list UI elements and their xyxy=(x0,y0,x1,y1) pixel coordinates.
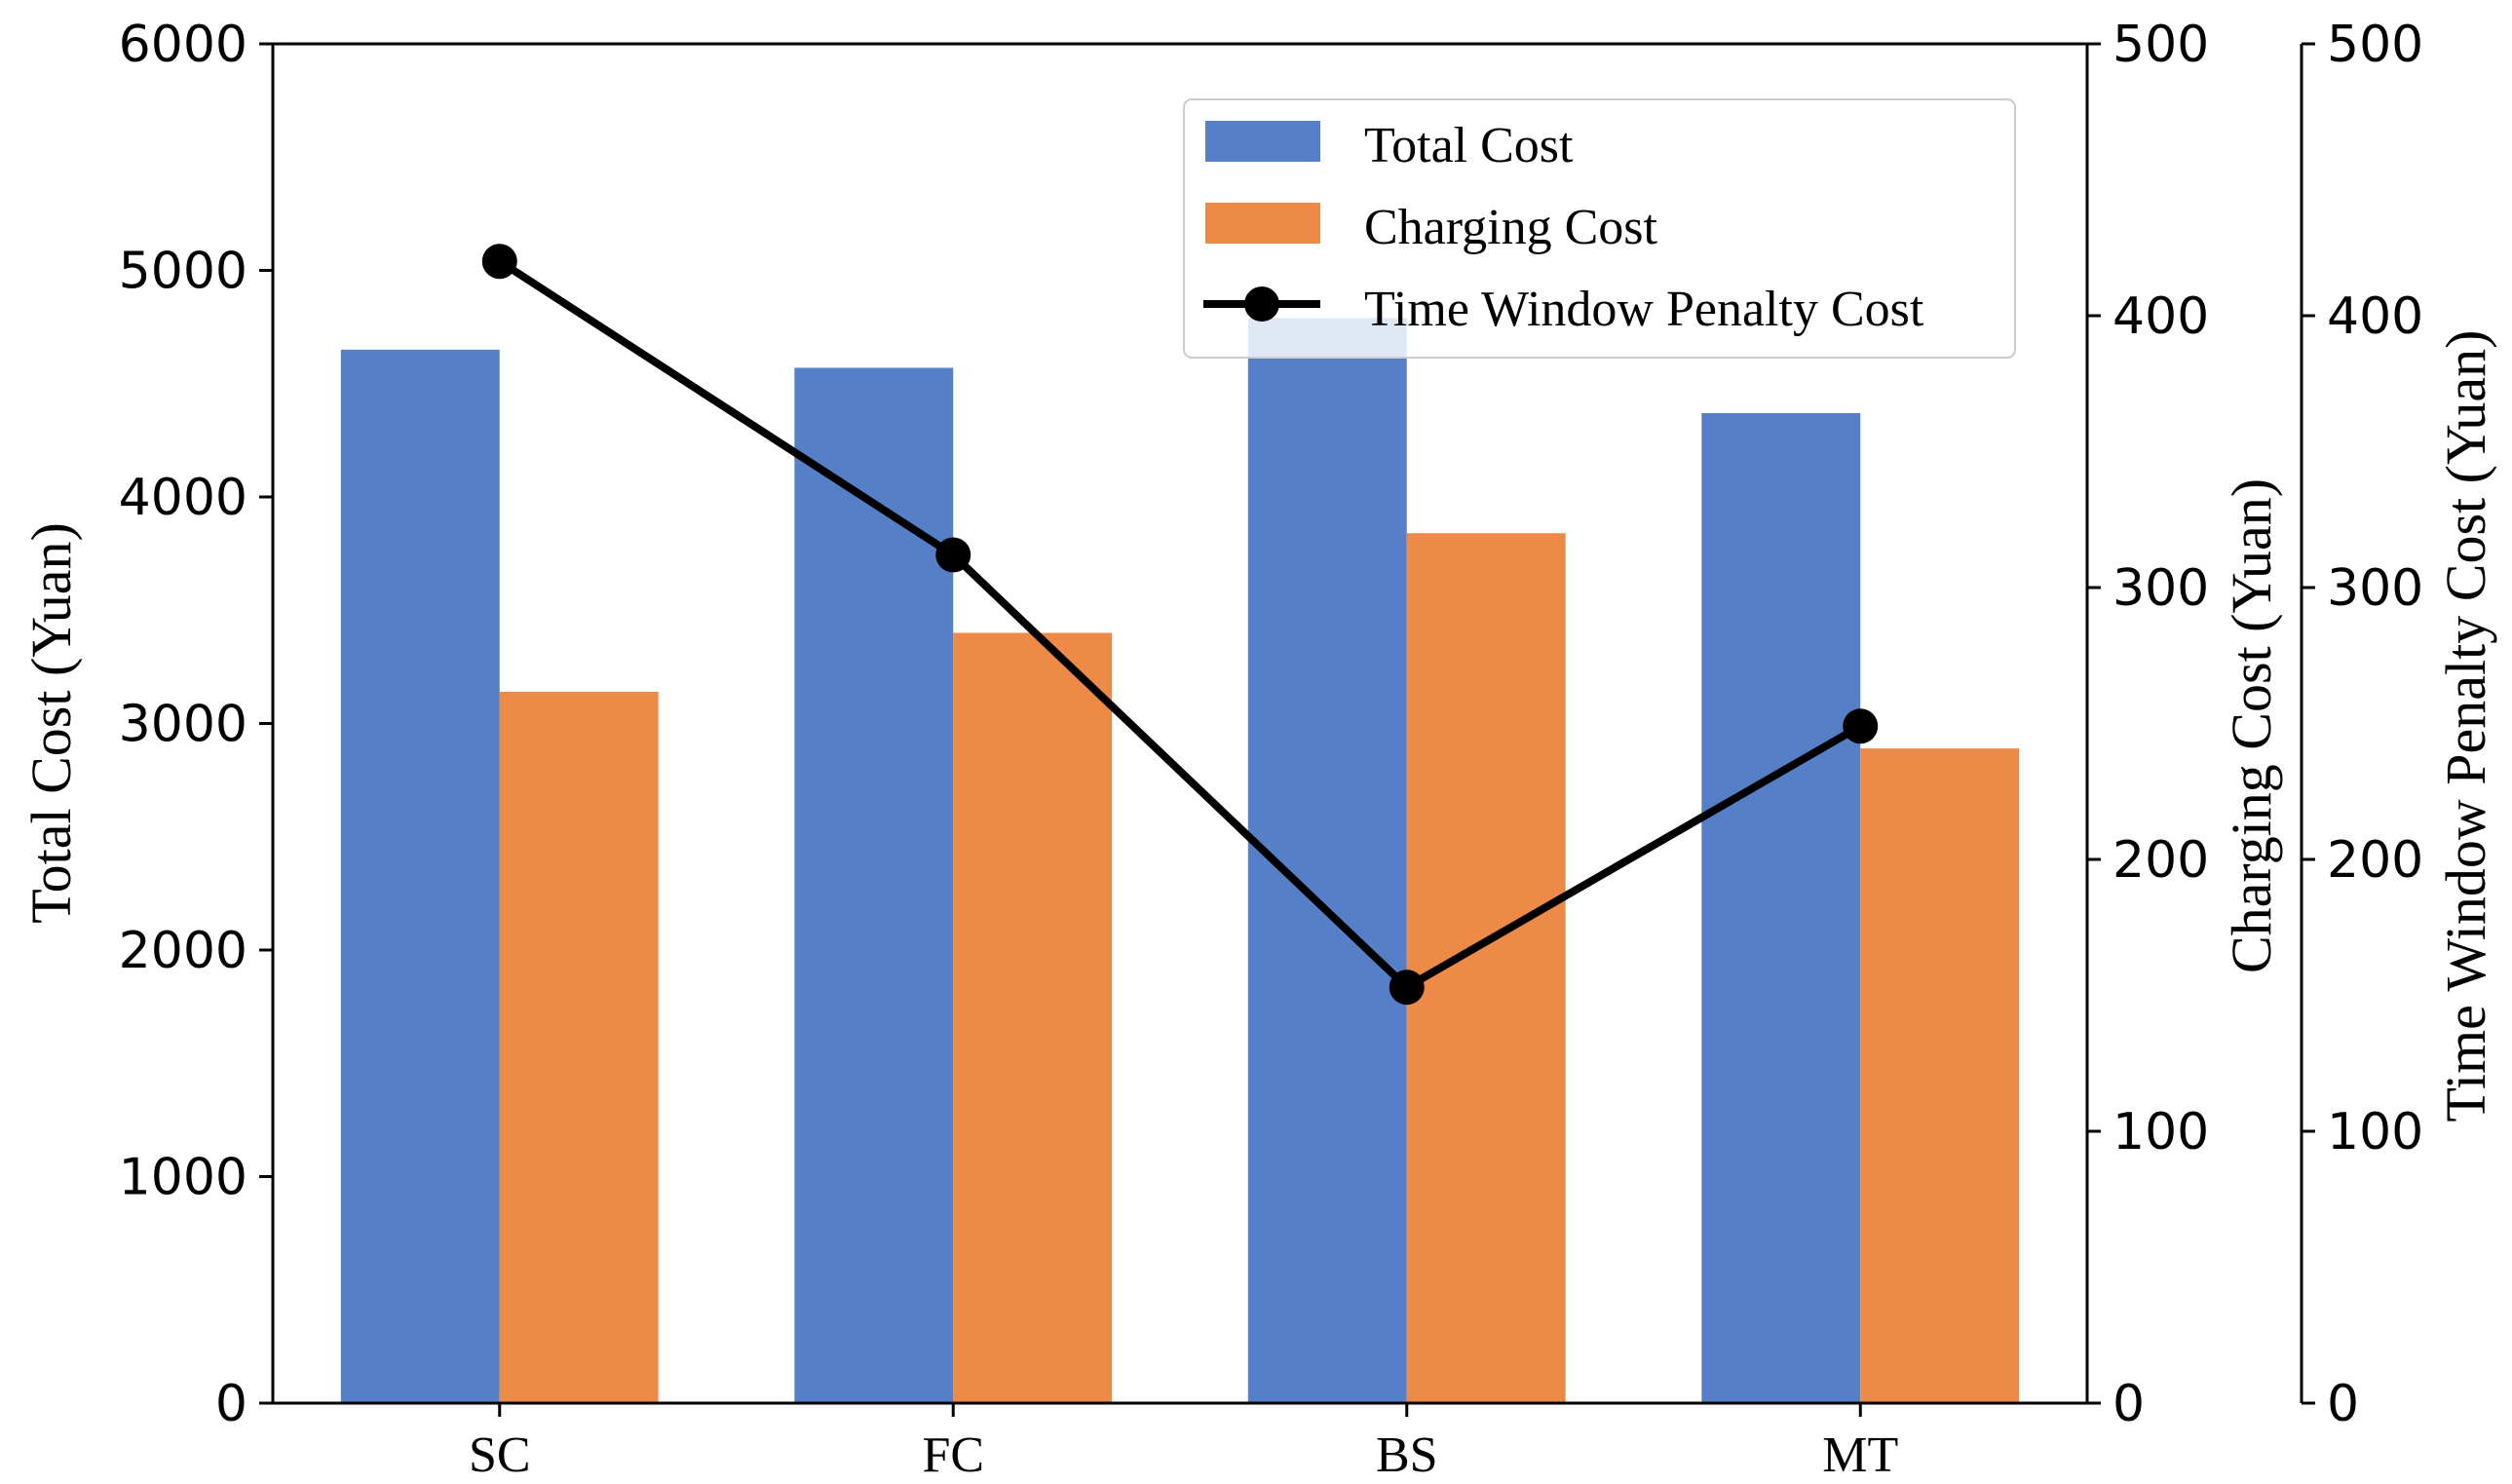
point-time-window-penalty-cost-sc xyxy=(481,244,517,280)
x-tick-label-sc: SC xyxy=(469,1427,531,1483)
y-right-axis-2-label: Time Window Penalty Cost (Yuan) xyxy=(2434,330,2497,1123)
y-right-2-tick-label-200: 200 xyxy=(2327,831,2423,890)
legend-label-total-cost: Total Cost xyxy=(1364,118,1574,173)
bar-charging-cost-sc xyxy=(499,691,659,1403)
ticks-layer: 0100020003000400050006000010020030040050… xyxy=(119,16,2424,1483)
bar-total-cost-sc xyxy=(340,349,500,1403)
y-right-1-tick-label-0: 0 xyxy=(2112,1375,2145,1433)
y-left-tick-label-3000: 3000 xyxy=(119,696,247,754)
legend-label-penalty-cost: Time Window Penalty Cost xyxy=(1364,282,1924,337)
bar-charging-cost-fc xyxy=(953,632,1113,1403)
y-left-tick-label-2000: 2000 xyxy=(119,922,247,980)
legend-frame xyxy=(1183,98,2016,359)
point-time-window-penalty-cost-mt xyxy=(1843,708,1879,744)
y-right-2-tick-label-500: 500 xyxy=(2327,16,2423,74)
y-left-tick-label-6000: 6000 xyxy=(119,16,247,74)
bar-total-cost-fc xyxy=(794,367,954,1404)
x-tick-label-bs: BS xyxy=(1376,1427,1438,1483)
y-right-2-tick-label-300: 300 xyxy=(2327,559,2423,618)
y-left-tick-label-5000: 5000 xyxy=(119,243,247,301)
point-time-window-penalty-cost-fc xyxy=(935,537,971,573)
x-tick-label-fc: FC xyxy=(922,1427,984,1483)
legend: Total Cost Charging Cost Time Window Pen… xyxy=(1183,98,2016,359)
legend-swatch-charging-cost xyxy=(1205,203,1320,244)
x-tick-label-mt: MT xyxy=(1822,1427,1898,1483)
line-time-window-penalty-cost xyxy=(497,257,1863,992)
point-time-window-penalty-cost-bs xyxy=(1389,970,1425,1006)
bar-charging-cost-bs xyxy=(1406,533,1566,1403)
y-right-1-tick-label-100: 100 xyxy=(2112,1103,2209,1161)
y-right-2-tick-label-400: 400 xyxy=(2327,287,2423,346)
y-right-1-tick-label-200: 200 xyxy=(2112,831,2209,890)
y-right-1-tick-label-400: 400 xyxy=(2112,287,2209,346)
bars-layer xyxy=(340,318,2020,1404)
legend-swatch-total-cost xyxy=(1205,121,1320,162)
y-right-axis-1-label: Charging Cost (Yuan) xyxy=(2220,478,2283,973)
y-left-tick-label-1000: 1000 xyxy=(119,1149,247,1207)
y-right-1-tick-label-300: 300 xyxy=(2112,559,2209,618)
y-left-tick-label-4000: 4000 xyxy=(119,469,247,527)
penalty-line-layer xyxy=(481,244,1879,1006)
legend-swatch-penalty-marker xyxy=(1244,286,1279,322)
bar-total-cost-mt xyxy=(1701,412,1861,1404)
y-right-1-tick-label-500: 500 xyxy=(2112,16,2209,74)
y-left-tick-label-0: 0 xyxy=(215,1375,247,1433)
y-right-2-tick-label-0: 0 xyxy=(2327,1375,2359,1433)
bar-charging-cost-mt xyxy=(1860,748,2020,1403)
y-right-2-tick-label-100: 100 xyxy=(2327,1103,2423,1161)
y-left-axis-label: Total Cost (Yuan) xyxy=(19,522,83,924)
legend-label-charging-cost: Charging Cost xyxy=(1364,200,1658,255)
